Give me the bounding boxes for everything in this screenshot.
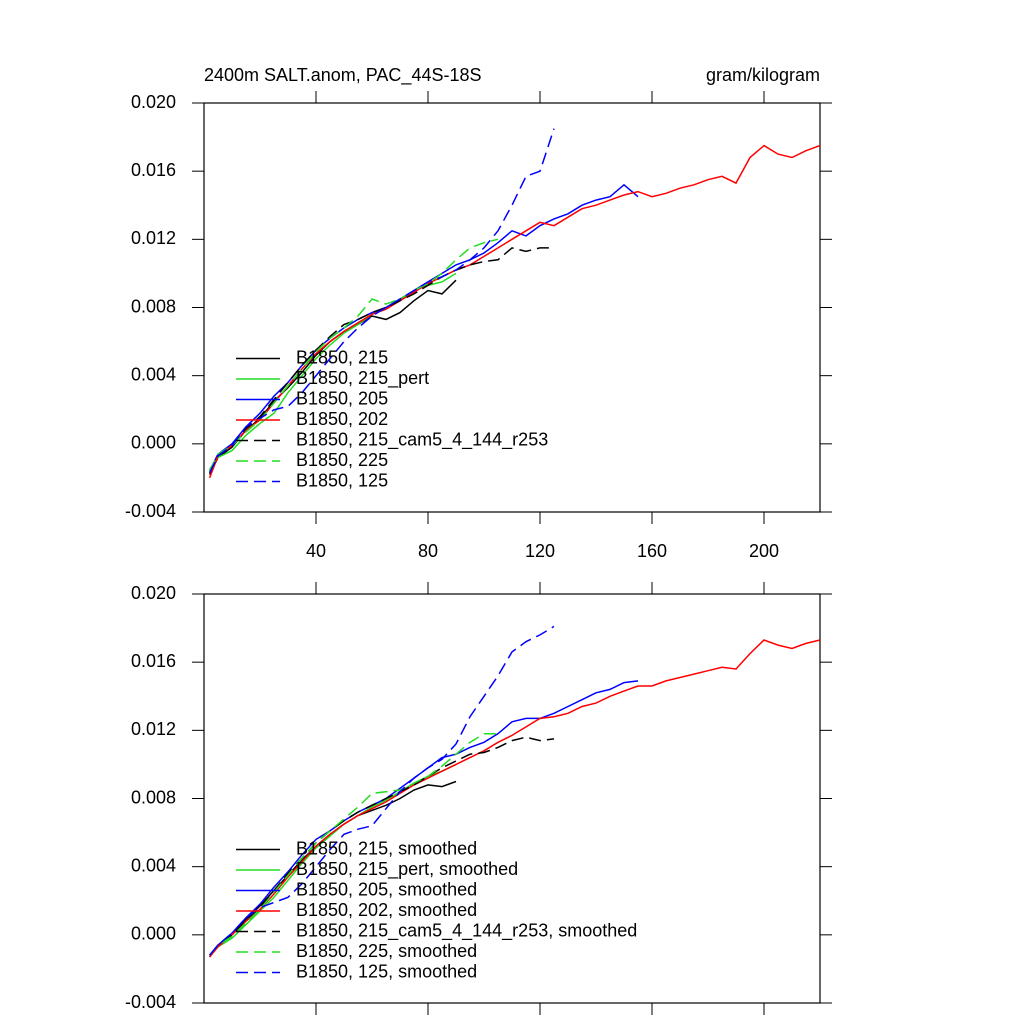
y-tick-label: 0.000 <box>131 924 176 944</box>
x-tick-label: 200 <box>749 541 779 561</box>
legend-label: B1850, 202 <box>296 409 388 429</box>
x-tick-label: 40 <box>306 541 326 561</box>
x-tick-label: 160 <box>637 541 667 561</box>
legend-label: B1850, 215_pert <box>296 368 429 389</box>
y-tick-label: 0.016 <box>131 160 176 180</box>
x-tick-label: 80 <box>418 541 438 561</box>
legend-label: B1850, 125 <box>296 470 388 490</box>
legend-label: B1850, 225 <box>296 450 388 470</box>
y-tick-label: 0.012 <box>131 228 176 248</box>
y-tick-label: 0.008 <box>131 787 176 807</box>
series-line <box>208 247 554 474</box>
legend-label: B1850, 215_pert, smoothed <box>296 859 518 880</box>
series-line <box>209 736 555 956</box>
series-line <box>208 238 499 472</box>
legend-label: B1850, 205 <box>296 388 388 408</box>
y-tick-label: 0.012 <box>131 719 176 739</box>
y-tick-label: 0.016 <box>131 651 176 671</box>
legend-label: B1850, 225, smoothed <box>296 941 477 961</box>
y-tick-label: -0.004 <box>125 992 176 1012</box>
y-tick-label: -0.004 <box>125 501 176 521</box>
series-line <box>208 183 639 472</box>
legend-label: B1850, 202, smoothed <box>296 900 477 920</box>
units-label: gram/kilogram <box>706 65 820 85</box>
legend-label: B1850, 215_cam5_4_144_r253 <box>296 429 548 450</box>
legend-label: B1850, 205, smoothed <box>296 879 477 899</box>
legend-label: B1850, 215_cam5_4_144_r253, smoothed <box>296 920 637 941</box>
chart-title: 2400m SALT.anom, PAC_44S-18S <box>204 65 482 86</box>
legend-label: B1850, 215, smoothed <box>296 838 477 858</box>
y-tick-label: 0.020 <box>131 92 176 112</box>
y-tick-label: 0.004 <box>131 364 176 384</box>
series-line <box>208 680 639 958</box>
y-tick-label: 0.008 <box>131 296 176 316</box>
y-tick-label: 0.004 <box>131 855 176 875</box>
series-line <box>209 639 821 958</box>
series-line <box>209 732 498 956</box>
series-line <box>209 625 555 956</box>
legend-label: B1850, 125, smoothed <box>296 961 477 981</box>
series-line <box>208 128 555 474</box>
legend-label: B1850, 215 <box>296 347 388 367</box>
x-tick-label: 120 <box>525 541 555 561</box>
y-tick-label: 0.020 <box>131 583 176 603</box>
y-tick-label: 0.000 <box>131 433 176 453</box>
